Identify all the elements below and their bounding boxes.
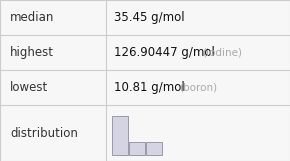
- Text: (iodine): (iodine): [202, 48, 242, 58]
- Text: median: median: [10, 11, 55, 24]
- Text: 35.45 g/mol: 35.45 g/mol: [114, 11, 184, 24]
- Bar: [129, 142, 145, 155]
- Bar: [146, 142, 162, 155]
- Text: highest: highest: [10, 46, 54, 59]
- Text: 10.81 g/mol: 10.81 g/mol: [114, 81, 185, 94]
- Bar: [112, 116, 128, 155]
- Text: (boron): (boron): [180, 83, 218, 93]
- Text: lowest: lowest: [10, 81, 48, 94]
- Text: 126.90447 g/mol: 126.90447 g/mol: [114, 46, 215, 59]
- Text: distribution: distribution: [10, 127, 78, 140]
